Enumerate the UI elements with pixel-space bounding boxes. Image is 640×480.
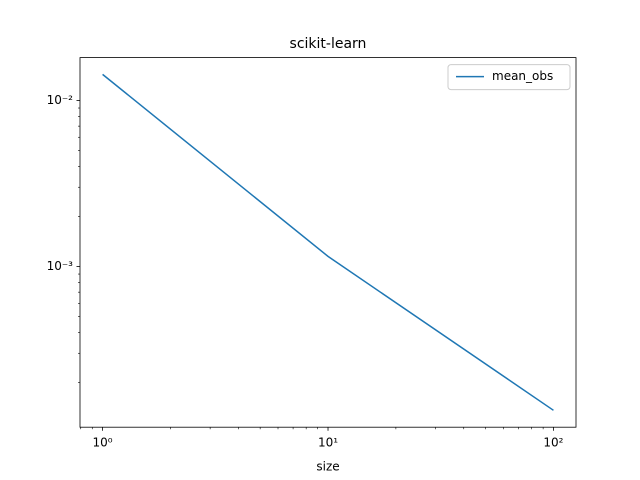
- y-tick-label: 10⁻³: [47, 259, 74, 273]
- legend-label: mean_obs: [492, 69, 553, 83]
- x-tick-label: 10¹: [318, 436, 338, 450]
- legend-box: [447, 64, 571, 91]
- x-tick-label: 10²: [543, 436, 563, 450]
- data-line: [102, 73, 554, 411]
- x-axis-label: size: [316, 460, 339, 474]
- chart-title: scikit-learn: [290, 36, 367, 52]
- axes-frame: [79, 57, 577, 428]
- x-tick-label: 10⁰: [93, 436, 113, 450]
- y-tick-label: 10⁻²: [47, 93, 74, 107]
